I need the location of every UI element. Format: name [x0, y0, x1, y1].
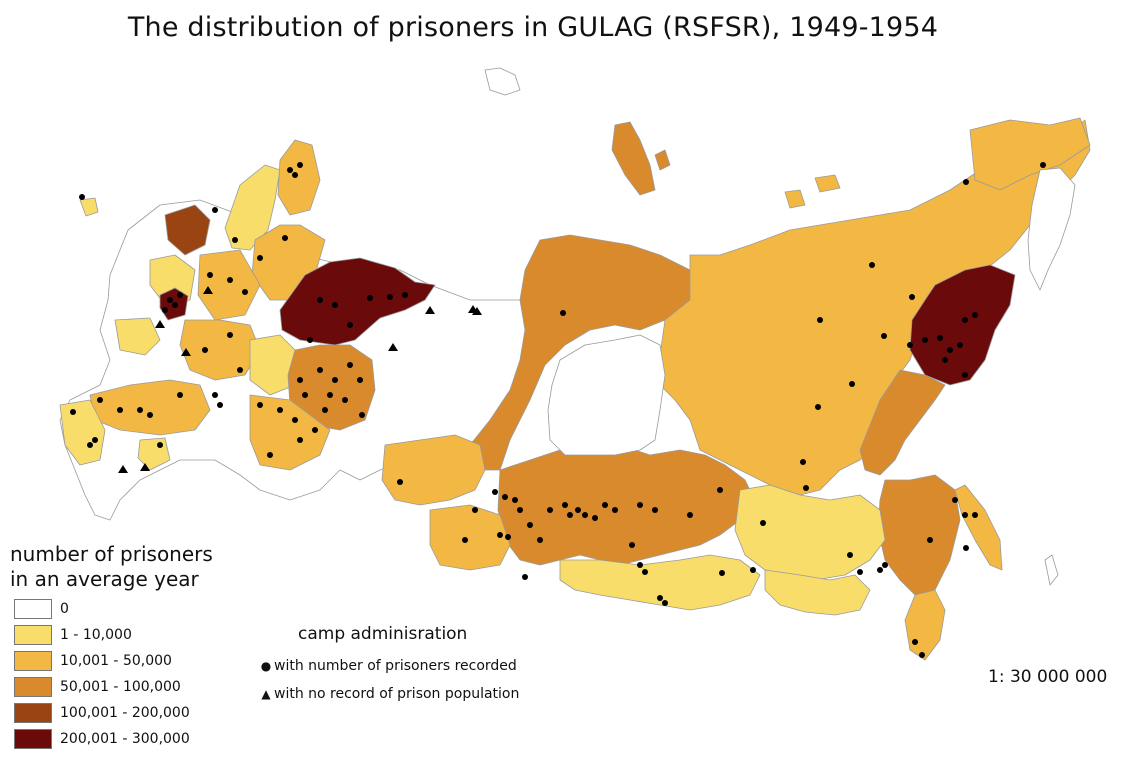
- region-central-b: [114, 317, 161, 356]
- legend-swatch: [14, 729, 52, 749]
- camp-dots: [70, 162, 1046, 658]
- region-north-yellow: [149, 254, 196, 306]
- legend-swatch: [14, 625, 52, 645]
- camp-legend-unrecorded: ▲ with no record of prison population: [258, 680, 519, 708]
- legend-class-label: 1 - 10,000: [60, 627, 132, 643]
- region-tyumen: [469, 234, 691, 471]
- region-kamchatka: [1027, 167, 1076, 291]
- legend-swatch: [14, 599, 52, 619]
- legend-class-label: 10,001 - 50,000: [60, 653, 172, 669]
- camp-legend-recorded-label: with number of prisoners recorded: [274, 658, 517, 674]
- legend-heading-line2: in an average year: [10, 567, 199, 591]
- region-kaliningrad: [79, 197, 99, 217]
- region-chita: [764, 569, 871, 616]
- region-west-siberia-white: [547, 334, 666, 456]
- legend-class: 200,001 - 300,000: [14, 726, 213, 752]
- legend-class: 0: [14, 596, 213, 622]
- region-omsk: [381, 434, 486, 506]
- region-khabarovsk: [859, 369, 946, 476]
- legend-class-label: 200,001 - 300,000: [60, 731, 190, 747]
- island-kuril: [1044, 554, 1059, 586]
- legend-class: 1 - 10,000: [14, 622, 213, 648]
- legend-swatch: [14, 703, 52, 723]
- region-chukotka: [969, 117, 1091, 191]
- region-magadan: [909, 264, 1016, 386]
- region-irkutsk-south: [734, 484, 886, 581]
- legend-list: 0 1 - 10,000 10,001 - 50,000 50,001 - 100,0…: [14, 596, 213, 752]
- legend-class-label: 0: [60, 601, 69, 617]
- legend-swatch: [14, 651, 52, 671]
- island-franz-josef: [484, 67, 521, 96]
- region-tuva-buryat: [559, 554, 761, 611]
- camp-legend-heading: camp adminisration: [298, 624, 468, 644]
- legend-heading-line1: number of prisoners: [10, 542, 213, 566]
- region-karelia: [224, 164, 281, 251]
- prisoner-legend: number of prisoners in an average year 0…: [10, 542, 213, 752]
- legend-swatch: [14, 677, 52, 697]
- legend-class: 50,001 - 100,000: [14, 674, 213, 700]
- region-primorye: [904, 589, 946, 661]
- camp-legend-unrecorded-label: with no record of prison population: [274, 686, 520, 702]
- region-leningrad-north: [164, 204, 211, 256]
- region-murmansk: [277, 139, 321, 216]
- region-sakhalin: [954, 484, 1003, 571]
- legend-class-label: 50,001 - 100,000: [60, 679, 181, 695]
- region-chelyabinsk: [249, 394, 331, 471]
- region-south-b: [59, 399, 106, 466]
- region-amur: [877, 474, 961, 596]
- legend-class: 100,001 - 200,000: [14, 700, 213, 726]
- region-novosibirsk-kemerovo: [497, 444, 756, 566]
- camp-legend: camp adminisration ● with number of pris…: [258, 624, 520, 708]
- legend-class: 10,001 - 50,000: [14, 648, 213, 674]
- island-severnaya: [654, 149, 671, 171]
- map-scale: 1: 30 000 000: [988, 667, 1108, 687]
- region-novaya-zemlya: [611, 121, 656, 196]
- legend-class-label: 100,001 - 200,000: [60, 705, 190, 721]
- map-title: The distribution of prisoners in GULAG (…: [127, 12, 939, 43]
- camp-triangles: [118, 286, 482, 473]
- camp-legend-recorded: ● with number of prisoners recorded: [258, 652, 519, 680]
- triangle-icon: ▲: [261, 687, 271, 701]
- island-novosibirsk: [814, 174, 841, 193]
- dot-icon: ●: [260, 659, 272, 673]
- region-vologda: [197, 249, 261, 321]
- region-perm-sverdlovsk: [287, 344, 376, 431]
- region-altai: [429, 504, 511, 571]
- island-wrangel: [784, 189, 806, 209]
